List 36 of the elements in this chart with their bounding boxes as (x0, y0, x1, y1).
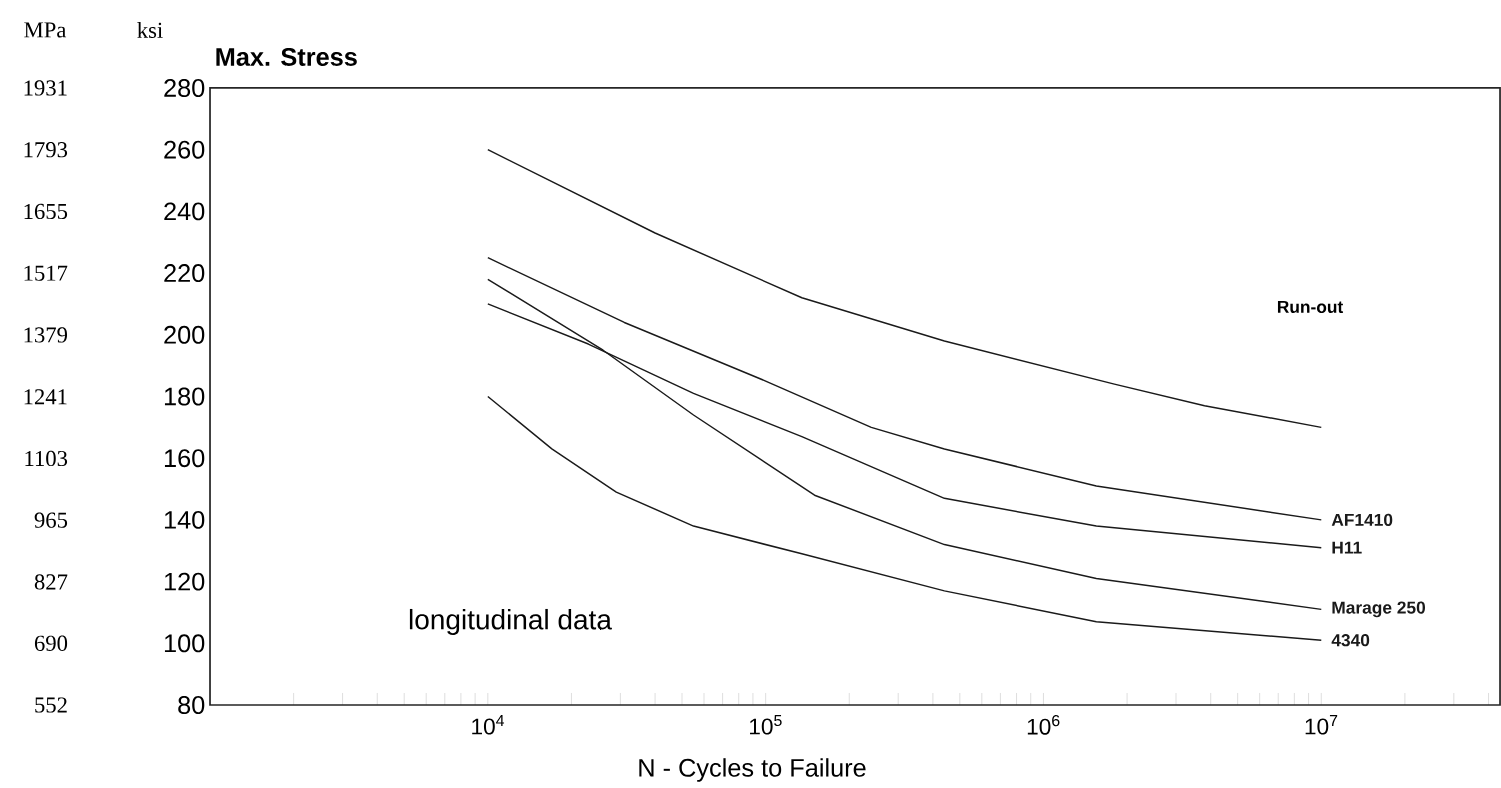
y-axis-title: ksi (137, 22, 163, 38)
chart-title: Max. Stress (216, 48, 357, 66)
y-tick-label: 100 (164, 634, 205, 653)
y2-tick-label: 1655 (24, 203, 68, 220)
y-tick-label: 80 (178, 696, 205, 714)
annotation: longitudinal data (409, 608, 612, 636)
series-label: 4340 (1331, 634, 1370, 647)
x-axis-title: N - Cycles to Failure (639, 758, 866, 782)
y2-tick-label: 1793 (24, 142, 68, 158)
y-tick-label: 280 (164, 79, 205, 97)
y-tick-label: 140 (164, 510, 205, 529)
y2-tick-label: 552 (35, 697, 67, 713)
y2-tick-label: 827 (34, 574, 68, 590)
y-tick-label: 220 (164, 264, 205, 283)
y2-tick-label: 965 (34, 512, 68, 528)
x-tick-label: 10$^{7}$ (1305, 715, 1338, 735)
annotation: Run-out (1277, 300, 1344, 314)
y-tick-label: 120 (164, 572, 205, 591)
y2-tick-label: 1379 (24, 327, 68, 343)
y-tick-label: 240 (164, 202, 205, 221)
y-tick-label: 200 (164, 325, 205, 344)
y-tick-label: 180 (164, 387, 205, 406)
series-label: AF1410 (1331, 513, 1393, 527)
y2-tick-label: 1517 (24, 265, 68, 281)
y2-tick-label: 1241 (24, 389, 67, 405)
x-tick-label: 10$^{6}$ (1027, 715, 1060, 735)
y-tick-label: 160 (164, 449, 205, 468)
y2-tick-label: 1931 (24, 80, 67, 96)
y-tick-label: 260 (164, 140, 205, 159)
x-tick-label: 10$^{5}$ (750, 715, 782, 735)
y2-axis-title: MPa (24, 22, 67, 38)
y2-tick-label: 1103 (25, 450, 68, 467)
y2-tick-label: 690 (34, 635, 68, 651)
series-label: H11 (1332, 541, 1362, 554)
x-tick-label: 10$^{4}$ (472, 715, 505, 735)
series-label: Marage 250 (1332, 601, 1426, 618)
